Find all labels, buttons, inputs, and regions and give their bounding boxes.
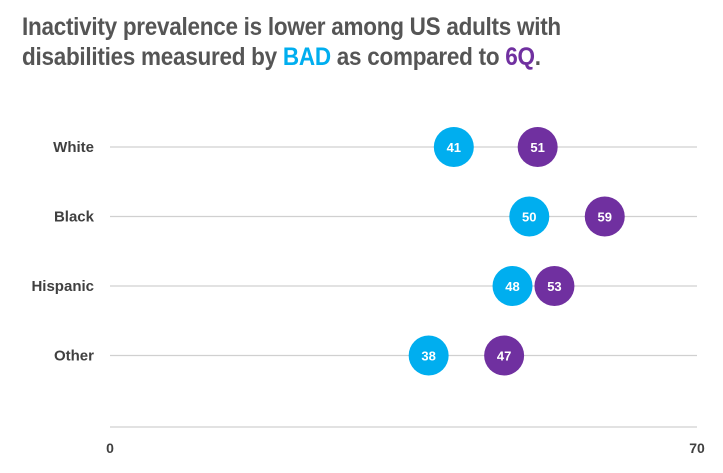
data-point [484,335,525,376]
title-keyword-6q: 6Q [505,43,535,71]
category-label: White [53,139,94,156]
title-line-2-pre: disabilities measured by [22,43,283,71]
data-label: 41 [447,140,461,155]
chart-title: Inactivity prevalence is lower among US … [22,12,643,72]
title-line-2: disabilities measured by BAD as compared… [22,42,643,72]
data-label: 47 [497,349,511,364]
category-label: Other [54,348,94,365]
data-label: 51 [530,140,544,155]
category-label: Hispanic [31,278,94,295]
data-label: 59 [598,210,612,225]
title-line-2-mid: as compared to [330,43,506,71]
data-label: 38 [421,349,435,364]
data-point [584,196,625,237]
data-label: 53 [547,279,561,294]
data-label: 48 [505,279,519,294]
data-point [408,335,449,376]
category-label: Black [54,209,95,226]
data-point [509,196,550,237]
data-point [433,127,474,167]
x-tick-label: 0 [106,440,114,456]
data-point [517,127,558,167]
x-tick-label: 70 [689,440,705,456]
title-keyword-bad: BAD [282,43,331,71]
title-line-2-end: . [534,43,541,71]
data-point [534,266,575,306]
data-label: 50 [522,210,536,225]
data-point [492,266,533,306]
title-line-1: Inactivity prevalence is lower among US … [22,13,561,41]
